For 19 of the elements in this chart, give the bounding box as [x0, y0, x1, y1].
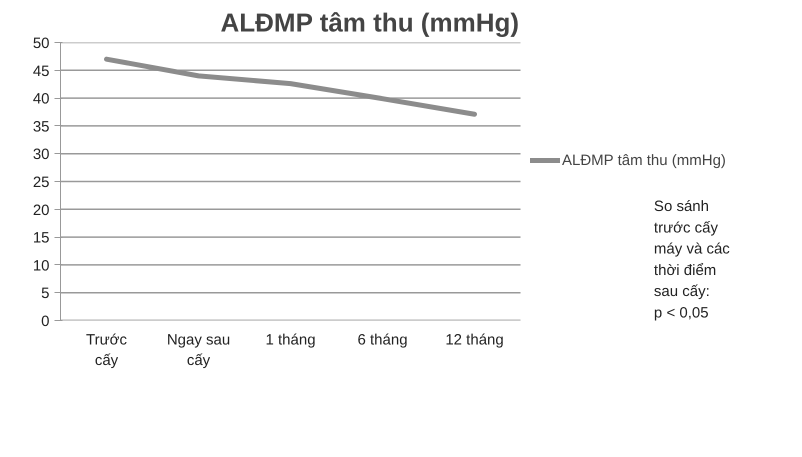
y-tick-label: 25: [32, 174, 50, 191]
x-tick-label: 1 tháng: [265, 332, 316, 348]
y-tick-label: 10: [32, 257, 50, 274]
x-tick-label: Ngay sau cấy: [166, 332, 230, 369]
chart-title: ALĐMP tâm thu (mmHg): [220, 8, 520, 38]
y-tick-label: 20: [32, 202, 50, 219]
x-tick-label: 12 tháng: [445, 332, 504, 348]
y-tick-label: 50: [32, 35, 50, 52]
x-tick-label: 6 tháng: [357, 332, 408, 348]
y-tick-label: 45: [32, 62, 50, 80]
legend-label: ALĐMP tâm thu (mmHg): [562, 152, 726, 168]
y-tick-label: 40: [32, 90, 50, 108]
y-tick-label: 35: [32, 118, 50, 136]
y-tick-label: 30: [32, 146, 50, 164]
x-tick-label: Trước cấy: [86, 332, 128, 369]
y-tick-label: 15: [32, 230, 50, 247]
y-tick-label: 0: [41, 313, 50, 330]
y-tick-label: 5: [41, 285, 50, 302]
text: So sánh trước cấy máy và các thời điểm sau cấy: p < 0,05: [654, 198, 730, 322]
